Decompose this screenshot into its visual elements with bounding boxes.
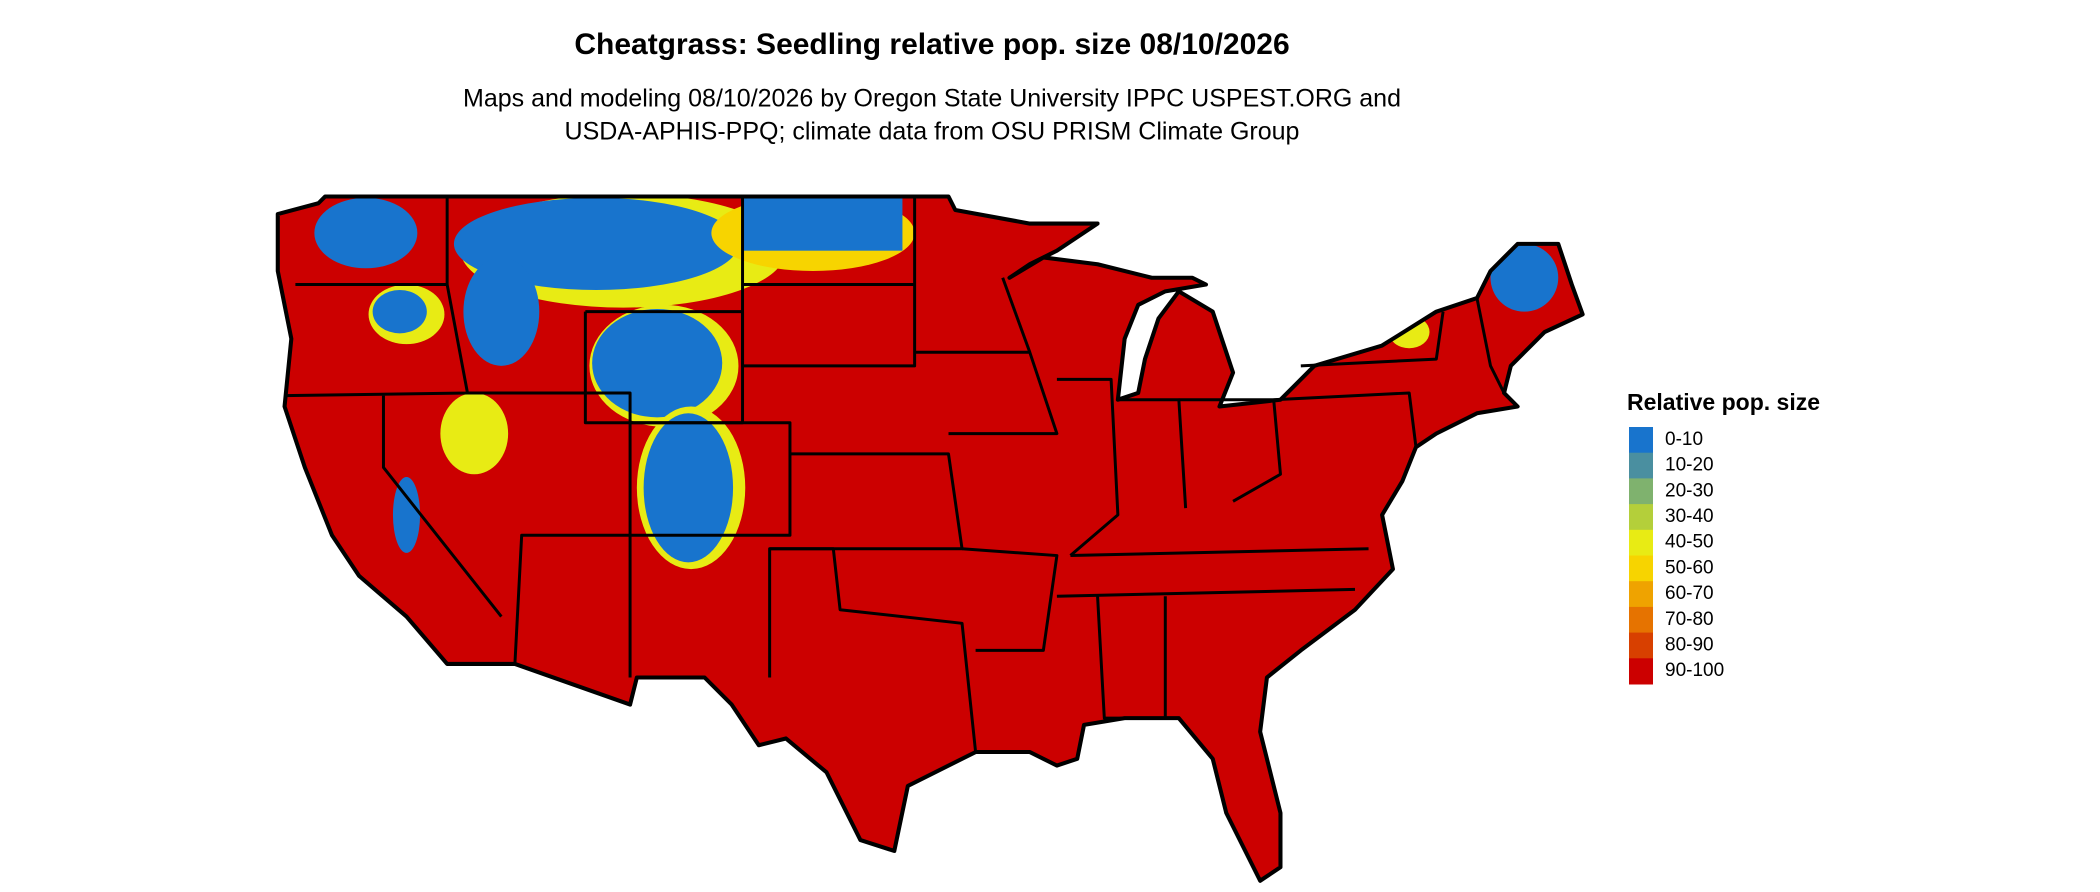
- legend-label: 90-100: [1665, 660, 1724, 681]
- map-subtitle: Maps and modeling 08/10/2026 by Oregon S…: [463, 85, 1401, 113]
- raster: [277, 196, 1583, 881]
- legend-swatch: [1629, 632, 1653, 659]
- legend-label: 40-50: [1665, 532, 1714, 553]
- us-map: [257, 176, 1612, 892]
- state-borders: [284, 196, 1506, 753]
- legend-label: 30-40: [1665, 506, 1714, 527]
- map-title: Cheatgrass: Seedling relative pop. size …: [574, 28, 1289, 61]
- legend-swatch: [1629, 581, 1653, 608]
- legend-swatch: [1629, 555, 1653, 582]
- legend-label: 10-20: [1665, 455, 1714, 476]
- legend-title: Relative pop. size: [1627, 389, 1820, 415]
- legend-swatch: [1629, 606, 1653, 634]
- legend-label: 0-10: [1665, 429, 1703, 450]
- legend-label: 80-90: [1665, 634, 1714, 655]
- legend-swatch: [1629, 452, 1653, 479]
- legend-label: 70-80: [1665, 609, 1714, 630]
- legend-swatch: [1629, 478, 1653, 505]
- legend-label: 20-30: [1665, 480, 1714, 501]
- legend-swatch: [1629, 427, 1653, 454]
- map-subtitle: USDA-APHIS-PPQ; climate data from OSU PR…: [565, 118, 1300, 146]
- legend-label: 50-60: [1665, 557, 1714, 578]
- legend-swatch: [1629, 529, 1653, 556]
- legend-swatch: [1629, 504, 1653, 531]
- legend-swatch: [1629, 658, 1653, 685]
- legend: 0-10 10-20 20-30 30-40 40-50 50-60 60-70 70-80 8…: [1629, 427, 1724, 685]
- legend-label: 60-70: [1665, 583, 1714, 604]
